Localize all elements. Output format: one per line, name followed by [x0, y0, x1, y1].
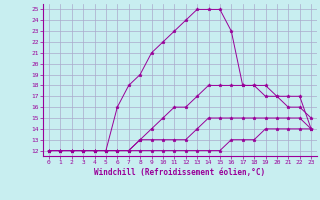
X-axis label: Windchill (Refroidissement éolien,°C): Windchill (Refroidissement éolien,°C) [94, 168, 266, 177]
